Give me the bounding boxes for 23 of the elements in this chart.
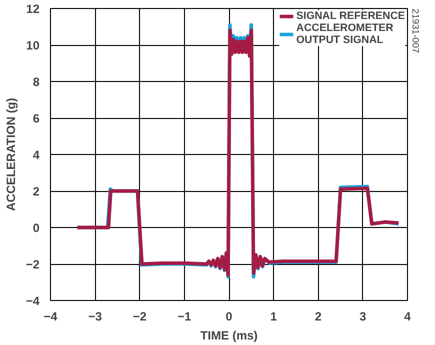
- x-axis-title: TIME (ms): [200, 328, 258, 342]
- y-tick-label: 12: [26, 2, 40, 16]
- text: 21931-007: [410, 8, 420, 54]
- y-tick-label: 10: [26, 38, 40, 52]
- y-axis-title: ACCELERATION (g): [4, 98, 18, 212]
- x-tick-label: 1: [270, 310, 278, 324]
- y-tick-label: 6: [32, 112, 40, 126]
- y-tick-label: −2: [26, 258, 40, 272]
- x-tick-label: 0: [226, 310, 233, 324]
- y-tick-label: 0: [32, 221, 40, 235]
- legend-label: ACCELEROMETER OUTPUT SIGNAL: [296, 22, 394, 46]
- x-tick-label: 4: [404, 310, 412, 324]
- x-tick-label: −2: [132, 310, 147, 324]
- x-tick-label: −4: [44, 310, 58, 324]
- y-tick-label: 2: [32, 184, 40, 198]
- y-tick-label: 4: [32, 148, 40, 162]
- x-tick-label: 2: [314, 310, 322, 324]
- x-tick-label: 3: [360, 310, 367, 324]
- y-tick-label: 8: [32, 75, 40, 89]
- x-tick-label: −1: [178, 310, 192, 324]
- legend-label: SIGNAL REFERENCE: [296, 10, 405, 22]
- y-tick-label: −4: [26, 294, 40, 308]
- x-tick-label: −3: [88, 310, 102, 324]
